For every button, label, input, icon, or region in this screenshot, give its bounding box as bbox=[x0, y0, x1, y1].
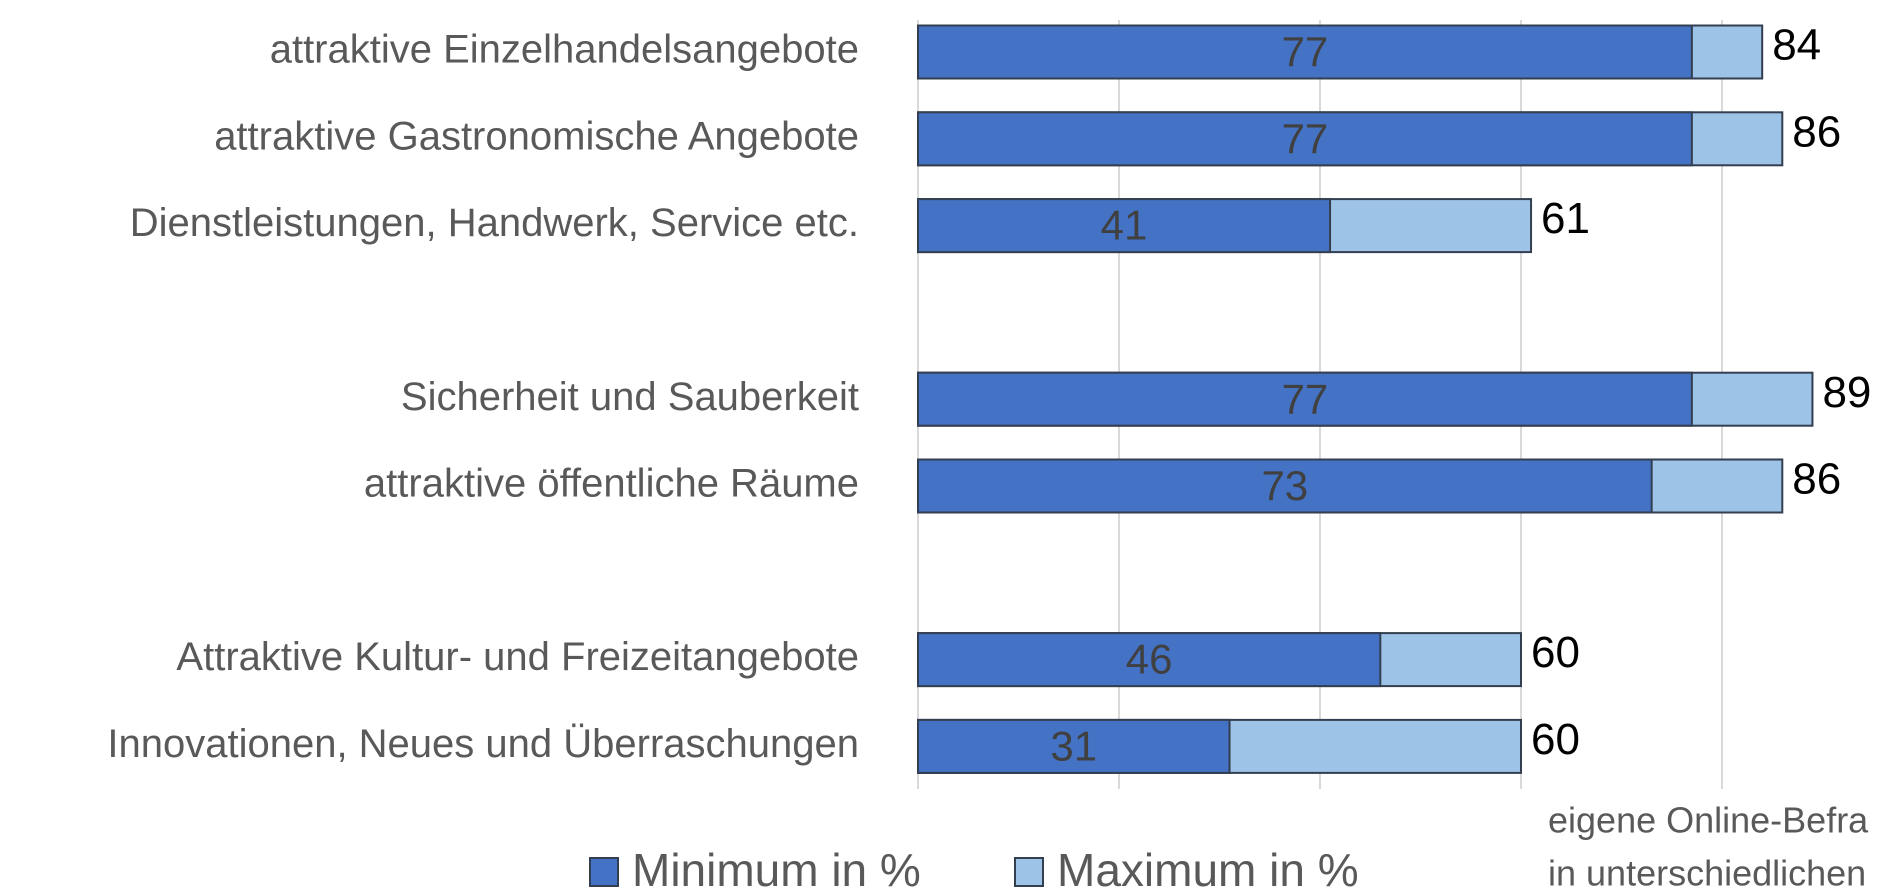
bar-min bbox=[917, 718, 1231, 774]
category-label: Sicherheit und Sauberkeit bbox=[401, 375, 859, 419]
value-label-min: 31 bbox=[1050, 722, 1097, 769]
bar-min bbox=[917, 111, 1693, 167]
note: in unterschiedlichen bbox=[1548, 853, 1866, 894]
value-label-max: 60 bbox=[1531, 628, 1580, 677]
bar-min bbox=[917, 458, 1653, 514]
bar-min bbox=[917, 198, 1332, 254]
category-label: attraktive öffentliche Räume bbox=[364, 462, 859, 506]
value-label-max: 89 bbox=[1822, 368, 1871, 417]
bar-min bbox=[917, 24, 1693, 80]
value-label-min: 46 bbox=[1126, 636, 1173, 683]
value-label-min: 41 bbox=[1101, 202, 1148, 249]
note: eigene Online-Befra bbox=[1548, 800, 1869, 841]
category-label: attraktive Einzelhandelsangebote bbox=[270, 28, 859, 72]
value-label-min: 77 bbox=[1282, 375, 1329, 422]
value-label-min: 73 bbox=[1261, 462, 1308, 509]
bar-min bbox=[917, 632, 1382, 688]
legend-label: Maximum in % bbox=[1057, 844, 1359, 894]
bar-min bbox=[917, 371, 1693, 427]
legend-label: Minimum in % bbox=[632, 844, 921, 894]
legend-swatch bbox=[1014, 857, 1044, 887]
category-label: Attraktive Kultur- und Freizeitangebote bbox=[176, 635, 859, 679]
value-label-min: 77 bbox=[1282, 115, 1329, 162]
category-label: attraktive Gastronomische Angebote bbox=[214, 114, 859, 158]
value-label-min: 77 bbox=[1282, 28, 1329, 75]
category-label: Dienstleistungen, Handwerk, Service etc. bbox=[130, 201, 859, 245]
value-label-max: 86 bbox=[1792, 455, 1841, 504]
category-label: Innovationen, Neues und Überraschungen bbox=[107, 722, 859, 766]
value-label-max: 84 bbox=[1772, 21, 1821, 70]
value-label-max: 86 bbox=[1792, 107, 1841, 156]
value-label-max: 61 bbox=[1541, 194, 1590, 243]
value-label-max: 60 bbox=[1531, 715, 1580, 764]
legend-swatch bbox=[589, 857, 619, 887]
